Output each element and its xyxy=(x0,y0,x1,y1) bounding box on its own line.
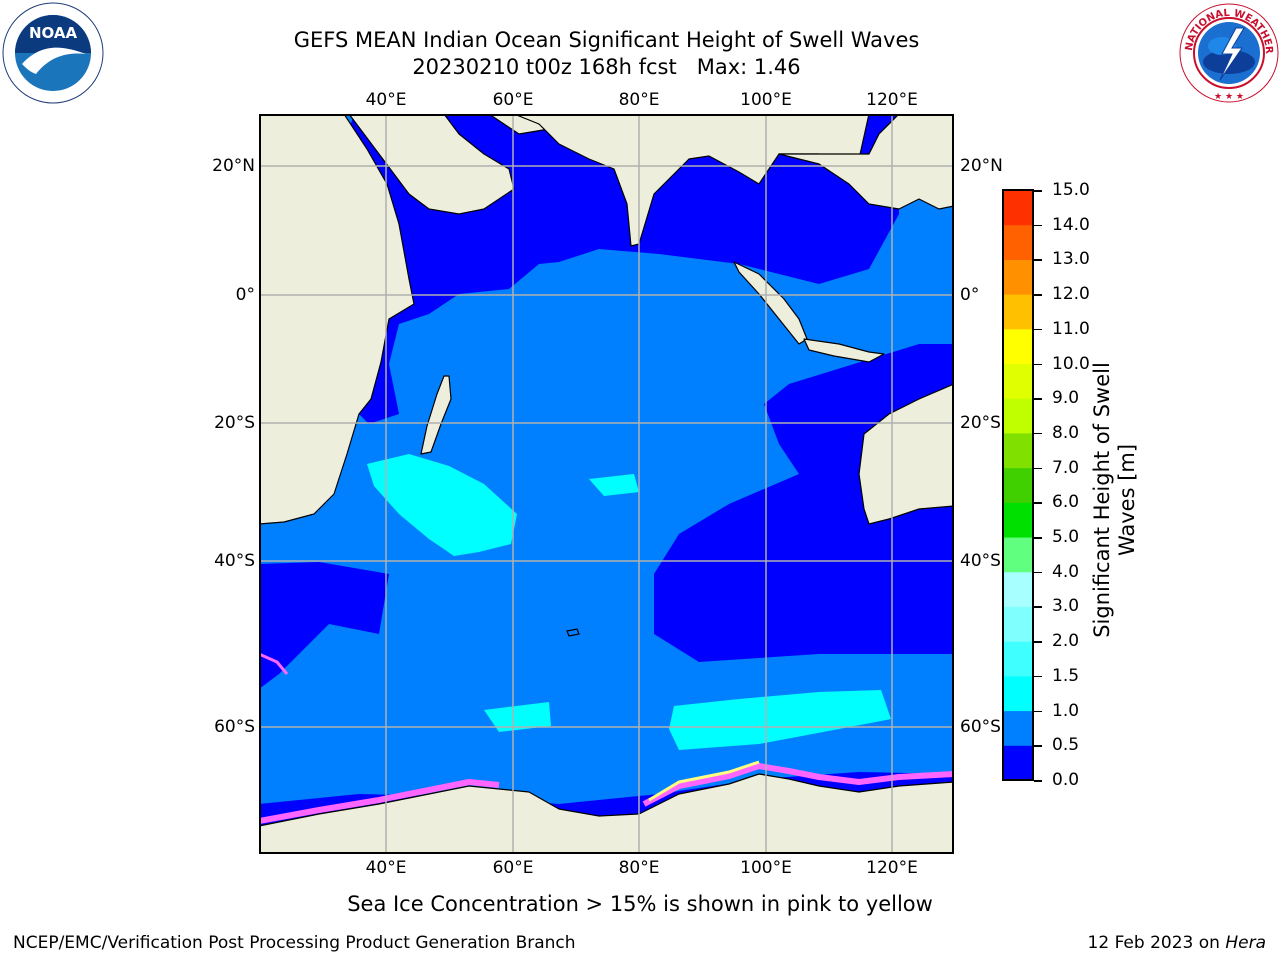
kerguelen-outline xyxy=(566,628,580,637)
lat-label-right: 40°S xyxy=(960,551,1001,571)
colorbar-band xyxy=(1003,432,1033,469)
colorbar-tick-mark xyxy=(1034,398,1042,400)
map-title: GEFS MEAN Indian Ocean Significant Heigh… xyxy=(293,28,920,52)
colorbar-tick-label: 7.0 xyxy=(1052,457,1080,478)
colorbar-frame xyxy=(1002,189,1034,781)
colorbar-axis-label-box: Significant Height of Swell Waves [m] xyxy=(1075,300,1155,700)
lat-label-left: 20°N xyxy=(212,156,255,176)
colorbar-tick-label: 10.0 xyxy=(1052,353,1090,374)
colorbar-tick-mark xyxy=(1034,363,1042,366)
national-weather-service-logo-icon: NATIONAL WEATHER SERVICE ★ ★ ★ xyxy=(1174,0,1280,104)
footer-credit: NCEP/EMC/Verification Post Processing Pr… xyxy=(13,933,576,953)
colorbar-tick-label: 1.0 xyxy=(1052,700,1080,721)
colorbar-band xyxy=(1003,294,1033,330)
colorbar-tick-mark xyxy=(1034,710,1042,713)
colorbar-tick-mark xyxy=(1034,641,1042,643)
lat-label-left: 60°S xyxy=(214,717,255,737)
svg-text:★ ★ ★: ★ ★ ★ xyxy=(1214,92,1244,102)
colorbar-tick-label: 11.0 xyxy=(1052,318,1090,339)
lon-label-bottom: 80°E xyxy=(618,858,660,878)
colorbar-tick-mark xyxy=(1034,328,1042,331)
lon-label-top: 120°E xyxy=(866,90,918,110)
lon-label-bottom: 120°E xyxy=(866,858,918,878)
lat-label-right: 0° xyxy=(960,285,980,305)
colorbar-tick-mark xyxy=(1034,780,1042,782)
colorbar-tick-mark xyxy=(1034,675,1042,678)
colorbar-band xyxy=(1003,259,1033,295)
colorbar-tick-label: 1.5 xyxy=(1052,665,1080,686)
colorbar-tick-label: 4.0 xyxy=(1052,561,1080,582)
colorbar-tick-label: 15.0 xyxy=(1052,180,1090,200)
colorbar-tick-label: 6.0 xyxy=(1052,492,1080,513)
colorbar-band xyxy=(1003,502,1033,538)
lat-label-right: 60°S xyxy=(960,717,1001,737)
lon-label-top: 40°E xyxy=(365,90,407,110)
lat-label-left: 0° xyxy=(235,285,255,305)
lat-label-right: 20°N xyxy=(960,156,1003,176)
colorbar-band xyxy=(1003,363,1033,399)
colorbar-tick-label: 14.0 xyxy=(1052,214,1090,235)
colorbar-tick-mark xyxy=(1034,190,1042,192)
colorbar-axis-label: Significant Height of Swell Waves [m] xyxy=(1090,362,1139,638)
lat-label-left: 40°S xyxy=(214,551,255,571)
lon-label-bottom: 100°E xyxy=(740,858,792,878)
colorbar-band xyxy=(1003,328,1033,365)
colorbar-tick-label: 0.5 xyxy=(1052,735,1080,756)
colorbar-band xyxy=(1003,675,1033,712)
colorbar-band xyxy=(1003,571,1033,607)
lon-label-top: 100°E xyxy=(740,90,792,110)
colorbar-band xyxy=(1003,606,1033,642)
colorbar-tick-mark xyxy=(1034,467,1042,470)
footer-date: 12 Feb 2023 on Hera xyxy=(1088,932,1266,954)
colorbar-tick-label: 3.0 xyxy=(1052,596,1080,617)
lat-label-right: 20°S xyxy=(960,413,1001,433)
colorbar-tick-label: 5.0 xyxy=(1052,527,1080,548)
map-frame xyxy=(259,114,954,854)
colorbar-band xyxy=(1003,190,1033,226)
colorbar-tick-mark xyxy=(1034,259,1042,261)
colorbar-tick-label: 0.0 xyxy=(1052,770,1080,790)
colorbar xyxy=(1002,189,1034,781)
land-masses xyxy=(259,114,954,854)
map-gridlines xyxy=(259,114,954,854)
colorbar-band xyxy=(1003,537,1033,573)
swell-height-map xyxy=(259,114,954,854)
colorbar-band xyxy=(1003,641,1033,677)
colorbar-tick-mark xyxy=(1034,432,1042,435)
colorbar-tick-mark xyxy=(1034,745,1042,747)
swell-high-regions xyxy=(367,454,891,750)
lat-label-left: 20°S xyxy=(214,413,255,433)
colorbar-band xyxy=(1003,745,1033,781)
lon-label-top: 80°E xyxy=(618,90,660,110)
map-subtitle: 20230210 t00z 168h fcst Max: 1.46 xyxy=(412,55,801,79)
lon-label-top: 60°E xyxy=(492,90,534,110)
colorbar-tick-mark xyxy=(1034,224,1042,227)
footer-host: Hera xyxy=(1225,933,1266,953)
colorbar-band xyxy=(1003,467,1033,503)
lon-label-bottom: 60°E xyxy=(492,858,534,878)
lon-label-bottom: 40°E xyxy=(365,858,407,878)
colorbar-tick-label: 9.0 xyxy=(1052,388,1080,409)
footer-date-text: 12 Feb 2023 on xyxy=(1087,933,1226,953)
colorbar-tick-mark xyxy=(1034,537,1042,539)
sea-ice-caption: Sea Ice Concentration > 15% is shown in … xyxy=(347,892,933,916)
colorbar-tick-mark xyxy=(1034,502,1042,504)
colorbar-tick-label: 2.0 xyxy=(1052,631,1080,652)
sea-ice xyxy=(259,652,954,824)
colorbar-tick-label: 13.0 xyxy=(1052,249,1090,270)
colorbar-band xyxy=(1003,710,1033,746)
colorbar-band xyxy=(1003,398,1033,434)
colorbar-tick-mark xyxy=(1034,606,1042,608)
colorbar-tick-label: 8.0 xyxy=(1052,422,1080,443)
noaa-logo-icon: NOAA xyxy=(2,2,104,104)
noaa-logo-text: NOAA xyxy=(29,24,78,42)
colorbar-tick-label: 12.0 xyxy=(1052,284,1090,305)
colorbar-band xyxy=(1003,224,1033,260)
colorbar-tick-mark xyxy=(1034,294,1042,296)
colorbar-tick-mark xyxy=(1034,571,1042,574)
